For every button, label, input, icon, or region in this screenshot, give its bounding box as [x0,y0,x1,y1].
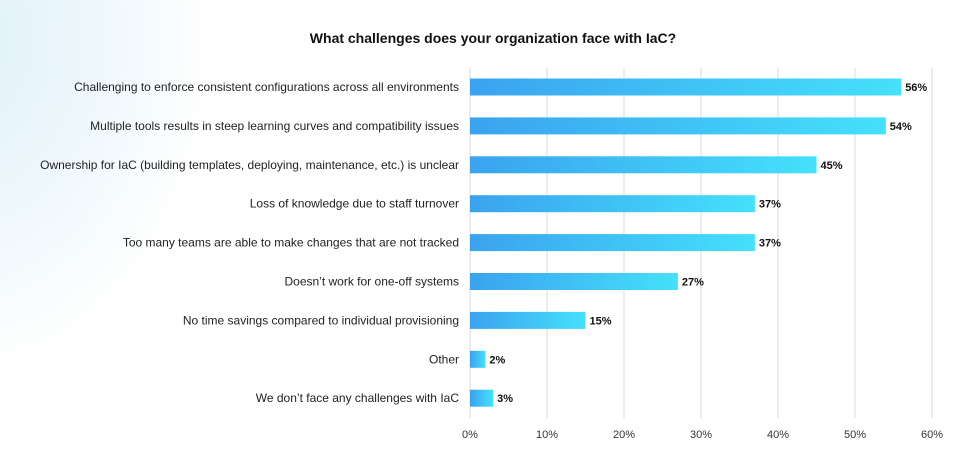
bar [470,350,486,368]
x-tick-label: 10% [536,429,558,441]
category-label: Multiple tools results in steep learning… [90,119,459,133]
value-label: 15% [590,315,612,327]
x-tick-label: 40% [767,429,789,441]
value-label: 56% [905,82,927,94]
value-label: 54% [890,121,912,133]
bar [470,389,494,407]
x-tick-label: 30% [690,429,712,441]
bar [470,156,817,174]
x-axis-ticks: 0% 10% 20% 30% 40% 50% 60% [462,429,943,441]
chart-title: What challenges does your organization f… [310,30,676,46]
value-label: 27% [682,277,704,289]
category-label: Challenging to enforce consistent config… [74,80,459,94]
bar [470,234,755,252]
category-label: Loss of knowledge due to staff turnover [250,197,459,211]
bars [470,78,902,407]
bar [470,78,902,96]
x-tick-label: 60% [921,429,943,441]
category-label: Too many teams are able to make changes … [123,236,459,250]
value-label: 3% [497,393,513,405]
bar [470,195,755,213]
category-labels: Challenging to enforce consistent config… [40,80,459,405]
value-label: 45% [821,160,843,172]
category-label: Other [429,352,459,366]
value-label: 2% [489,354,505,366]
bar [470,273,678,290]
category-label: We don’t face any challenges with IaC [256,391,460,405]
x-tick-label: 50% [844,429,866,441]
value-labels: 56% 54% 45% 37% 37% 27% 15% 2% 3% [489,82,927,405]
category-label: Doesn’t work for one-off systems [284,275,459,289]
x-tick-label: 20% [613,429,635,441]
bar [470,117,886,135]
bar [470,311,586,329]
value-label: 37% [759,199,781,211]
x-tick-label: 0% [462,429,478,441]
category-label: Ownership for IaC (building templates, d… [40,158,459,172]
category-label: No time savings compared to individual p… [183,313,459,327]
value-label: 37% [759,238,781,250]
